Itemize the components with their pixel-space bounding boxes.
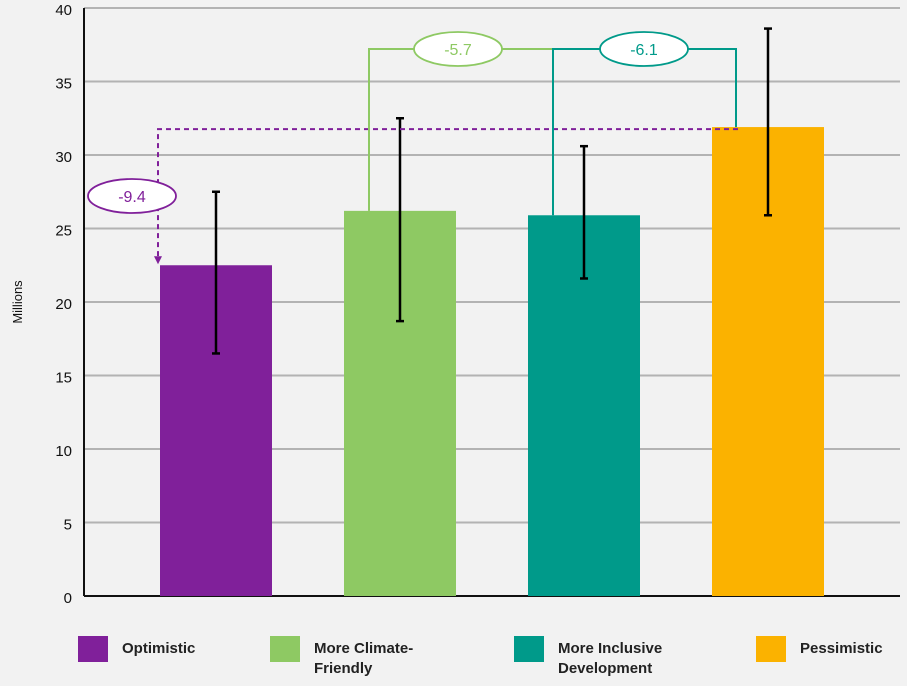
y-tick-label-30: 30 <box>55 149 72 166</box>
annotation-label-optimistic: -9.4 <box>118 189 146 206</box>
annotation-connector-optimistic <box>157 128 738 258</box>
legend-swatch-optimistic <box>78 636 108 662</box>
annotation-label-inclusive-development: -6.1 <box>630 42 658 59</box>
y-axis-title: Millions <box>10 280 25 324</box>
legend-label-optimistic: Optimistic <box>122 640 196 657</box>
legend-item-more-inclusive-development: More Inclusive Development <box>514 636 662 679</box>
legend: Optimistic More Climate- Friendly More I… <box>0 632 907 686</box>
y-tick-label-0: 0 <box>64 590 72 607</box>
error-bar-more-inclusive-development <box>580 144 588 280</box>
y-tick-label-5: 5 <box>64 517 72 534</box>
annotation-optimistic-gap: -9.4 <box>87 128 738 265</box>
legend-label-more-climate-friendly: More Climate- Friendly <box>314 640 414 677</box>
legend-swatch-more-inclusive-development <box>514 636 544 662</box>
annotation-bracket-inclusive-development <box>552 48 737 216</box>
annotation-badge-climate-friendly <box>413 31 503 67</box>
annotation-badge-inclusive-development <box>599 31 689 67</box>
y-tick-label-15: 15 <box>55 370 72 387</box>
error-bar-pessimistic <box>764 27 772 217</box>
y-tick-label-25: 25 <box>55 223 72 240</box>
y-tick-label-10: 10 <box>55 443 72 460</box>
error-bar-optimistic <box>212 190 220 355</box>
y-tick-label-20: 20 <box>55 296 72 313</box>
y-tick-label-40: 40 <box>55 2 72 19</box>
error-bar-more-climate-friendly <box>396 117 404 323</box>
bar-chart: 0 5 10 15 20 25 30 35 40 Millions -9.4 -5.7 -6.1 <box>10 2 900 607</box>
annotation-bracket-climate-friendly <box>368 48 552 211</box>
legend-label-pessimistic: Pessimistic <box>800 640 883 657</box>
annotation-badge-optimistic <box>87 178 177 214</box>
legend-swatch-pessimistic <box>756 636 786 662</box>
y-tick-label-35: 35 <box>55 76 72 93</box>
annotation-inclusive-development-gap: -6.1 <box>552 31 737 216</box>
annotation-climate-friendly-gap: -5.7 <box>368 31 552 211</box>
legend-item-optimistic: Optimistic <box>78 636 195 662</box>
legend-item-more-climate-friendly: More Climate- Friendly <box>270 636 413 679</box>
legend-item-pessimistic: Pessimistic <box>756 636 883 662</box>
annotation-label-climate-friendly: -5.7 <box>444 42 472 59</box>
legend-label-more-inclusive-development: More Inclusive Development <box>558 640 663 677</box>
legend-swatch-more-climate-friendly <box>270 636 300 662</box>
annotation-arrowhead-optimistic <box>154 256 162 265</box>
